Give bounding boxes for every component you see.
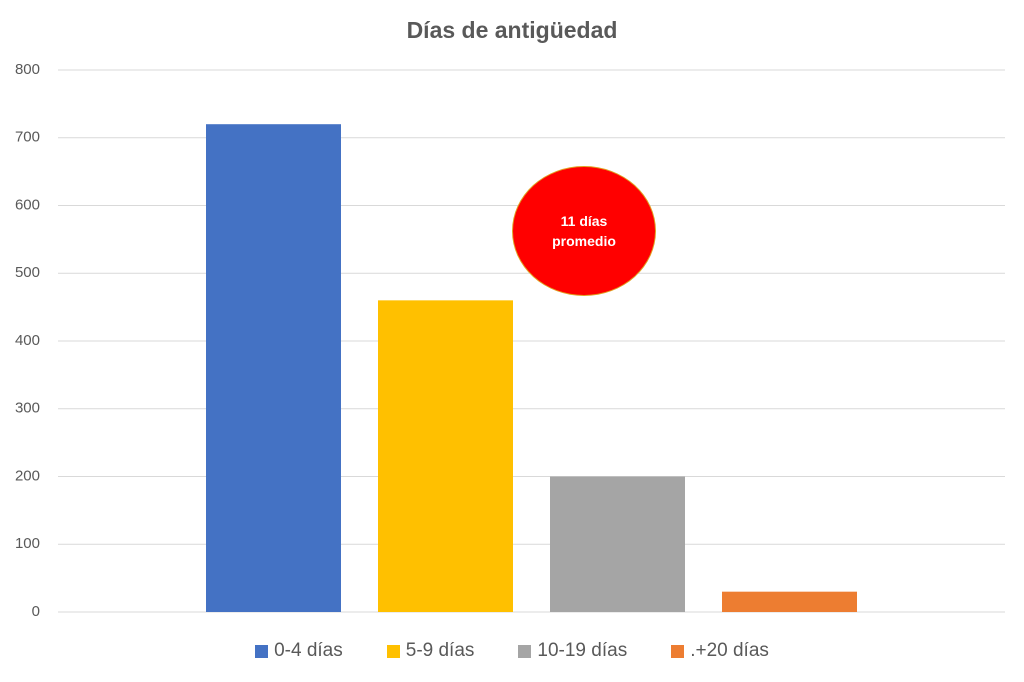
y-tick-label: 400: [15, 332, 40, 349]
chart-title: Días de antigüedad: [407, 17, 618, 43]
legend-swatch: [386, 644, 400, 658]
bar: [550, 476, 685, 612]
legend-label: .+20 días: [690, 640, 769, 661]
bar: [206, 124, 341, 612]
bar: [722, 591, 857, 612]
legend-label: 5-9 días: [405, 640, 475, 661]
y-tick-label: 200: [15, 467, 40, 484]
legend-label: 0-4 días: [274, 640, 343, 661]
legend-item: .+20 días: [671, 640, 769, 662]
y-tick-label: 600: [15, 196, 40, 213]
legend-swatch: [255, 644, 269, 658]
legend-swatch: [671, 644, 685, 658]
y-tick-label: 700: [15, 129, 40, 146]
legend: 0-4 días 5-9 días 10-19 días .+20 días: [0, 640, 1024, 662]
legend-swatch: [518, 644, 532, 658]
legend-item: 5-9 días: [386, 640, 475, 662]
legend-item: 10-19 días: [518, 640, 627, 662]
legend-label: 10-19 días: [537, 640, 628, 661]
annotation: 11 días promedio: [512, 166, 656, 296]
bar: [378, 300, 513, 612]
legend-item: 0-4 días: [255, 640, 343, 662]
y-tick-label: 0: [32, 603, 40, 620]
y-tick-label: 100: [15, 535, 40, 552]
y-tick-label: 800: [15, 61, 40, 78]
y-tick-label: 500: [15, 264, 40, 281]
y-tick-label: 300: [15, 400, 40, 417]
